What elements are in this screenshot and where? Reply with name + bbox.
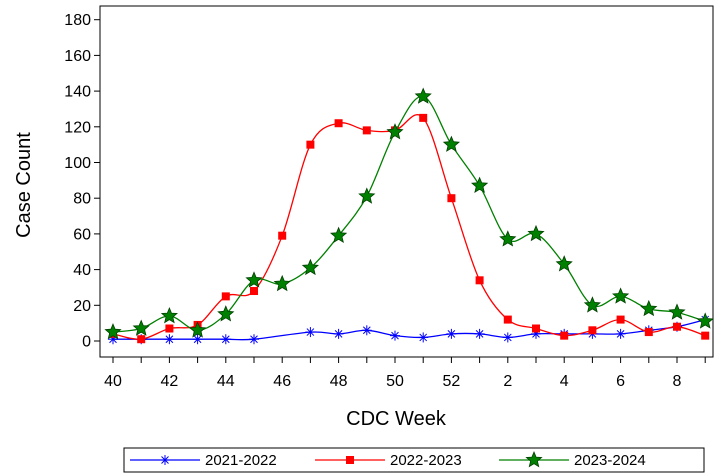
data-point (358, 187, 376, 204)
series-layer (104, 87, 714, 345)
y-tick-label: 140 (64, 84, 91, 101)
legend-marker (160, 455, 170, 465)
data-point (673, 322, 681, 331)
data-point (164, 334, 175, 345)
y-tick-label: 100 (64, 155, 91, 172)
x-tick-label: 6 (616, 373, 625, 390)
data-point (583, 296, 601, 313)
y-tick-label: 180 (64, 12, 91, 29)
data-point (616, 315, 625, 324)
data-point (588, 326, 597, 335)
series-2023-2024 (104, 87, 714, 340)
x-tick-label: 52 (443, 373, 461, 390)
series-line (112, 95, 706, 333)
x-tick-label: 44 (217, 373, 235, 390)
data-point (192, 334, 203, 345)
data-point (640, 299, 658, 317)
data-point (612, 287, 630, 304)
data-point (696, 312, 714, 329)
data-point (615, 328, 626, 339)
x-axis-title: CDC Week (346, 408, 447, 430)
data-point (499, 230, 517, 247)
data-point (503, 315, 512, 324)
data-point (273, 274, 291, 292)
data-point (221, 292, 230, 301)
data-point (668, 303, 686, 320)
data-point (474, 328, 485, 339)
data-point (362, 126, 371, 135)
x-tick-label: 46 (273, 373, 291, 390)
legend-marker (346, 456, 354, 464)
data-point (361, 325, 372, 336)
y-tick-label: 160 (64, 48, 91, 65)
x-tick-label: 2 (503, 373, 512, 390)
data-point (502, 332, 513, 343)
data-point (419, 113, 428, 122)
legend-label: 2021-2022 (205, 452, 277, 469)
data-point (560, 331, 569, 340)
data-point (165, 324, 174, 333)
x-axis: 40 42 44 46 48 50 52 2 4 6 8 (104, 357, 706, 390)
y-tick-label: 120 (64, 119, 91, 136)
x-tick-label: 50 (386, 373, 404, 390)
x-tick-label: 8 (673, 373, 682, 390)
data-point (418, 332, 429, 343)
y-tick-label: 20 (73, 298, 91, 315)
data-point (532, 324, 540, 333)
data-point (555, 255, 573, 272)
data-point (306, 140, 315, 149)
series-line (112, 114, 706, 340)
legend-label: 2022-2023 (390, 452, 462, 469)
data-point (330, 226, 348, 244)
data-point (217, 305, 235, 322)
legend-box (123, 447, 705, 473)
legend-marker (525, 450, 543, 468)
legend-label: 2023-2024 (574, 452, 646, 469)
y-tick-label: 40 (73, 262, 91, 279)
y-tick-label: 80 (73, 191, 91, 208)
data-point (137, 335, 146, 344)
data-point (334, 119, 343, 128)
data-point (160, 306, 178, 324)
data-point (471, 176, 489, 194)
data-point (442, 135, 460, 152)
data-point (220, 334, 231, 345)
data-point (104, 323, 122, 340)
data-point (701, 331, 710, 340)
x-tick-label: 4 (560, 373, 569, 390)
legend: 2021-2022 2022-2023 2023-2024 (123, 447, 705, 473)
series-2022-2023 (109, 113, 710, 344)
plot-frame (99, 5, 714, 358)
data-point (390, 330, 400, 341)
data-point (527, 224, 545, 242)
y-axis: 0 20 40 60 80 100 120 140 160 180 (64, 12, 100, 351)
data-point (386, 123, 404, 140)
data-point (475, 276, 484, 285)
data-point (644, 328, 653, 337)
data-point (245, 271, 263, 288)
x-tick-label: 48 (330, 373, 348, 390)
x-tick-label: 42 (161, 373, 179, 390)
data-point (414, 87, 432, 104)
data-point (189, 321, 207, 338)
data-point (250, 287, 258, 296)
y-axis-title: Case Count (13, 132, 35, 238)
data-point (249, 334, 259, 345)
data-point (447, 194, 456, 203)
data-point (305, 327, 316, 338)
y-tick-label: 60 (73, 226, 91, 243)
data-point (132, 319, 150, 336)
x-tick-label: 40 (104, 373, 122, 390)
data-point (333, 328, 344, 339)
data-point (301, 258, 319, 276)
data-point (446, 328, 457, 339)
data-point (278, 231, 287, 240)
y-tick-label: 0 (82, 334, 91, 351)
